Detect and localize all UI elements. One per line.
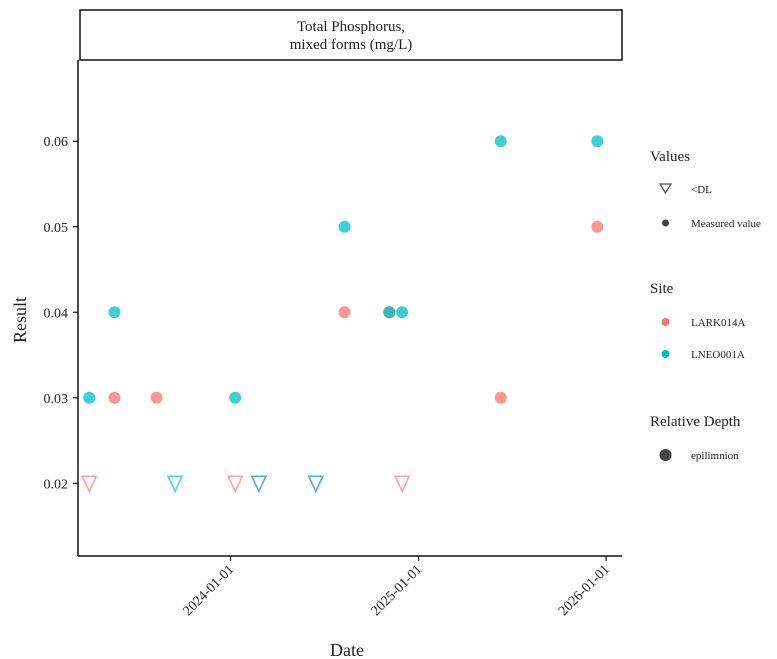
point-lneo001a-measured [591,135,604,148]
point-lark014a-measured [338,306,351,319]
legend-key-lneo001a [661,350,670,358]
facet-title-line-2: mixed forms (mg/L) [290,37,412,53]
y-tick-label: 0.04 [44,306,69,321]
point-lneo001a-measured [229,391,242,404]
x-tick-label: 2026-01-01 [556,562,613,619]
legend-key-epilimnion [659,449,672,461]
point-lneo001a-measured [383,306,396,319]
point-lneo001a-measured [338,220,351,233]
legend-label-epilimnion: epilimnion [691,450,739,462]
point-lark014a-dl [226,475,244,494]
legend-label-lneo001a: LNEO001A [691,349,745,361]
point-lark014a-measured [150,391,163,404]
legend: Values <DL Measured value Site LARK014A … [650,149,761,462]
legend-title-values: Values [650,149,690,165]
facet-strip [79,9,623,61]
point-lneo001a-dl [307,475,325,494]
x-tick-label: 2025-01-01 [369,562,426,619]
facet-title-line-1: Total Phosphorus, [297,19,405,35]
point-lark014a-dl [250,475,268,494]
point-lneo001a-measured [494,135,507,148]
y-ticks: 0.02 0.03 0.04 0.05 0.06 [44,135,78,492]
legend-label-measured: Measured value [691,218,761,230]
point-lark014a-measured [591,220,604,233]
legend-key-dl-triangle [658,183,673,195]
data-points [81,135,604,494]
point-lneo001a-measured [108,306,121,319]
legend-key-lark014a [661,318,670,326]
y-tick-label: 0.02 [44,477,69,492]
point-lneo001a-measured [83,391,96,404]
point-lark014a-measured [108,391,121,404]
x-ticks: 2024-01-01 2025-01-01 2026-01-01 [181,556,613,619]
point-lneo001a-dl [166,475,184,494]
y-axis-title: Result [10,297,30,343]
point-lark014a-dl [81,475,98,494]
x-tick-label: 2024-01-01 [181,562,238,619]
legend-title-relative-depth: Relative Depth [650,414,741,430]
point-lark014a-measured [494,391,507,404]
x-axis-title: Date [330,640,364,659]
point-lneo001a-measured [396,306,409,319]
point-lark014a-dl [393,475,411,494]
legend-label-lark014a: LARK014A [691,317,745,329]
legend-label-dl: <DL [691,184,712,196]
point-lneo001a-dl [250,475,268,494]
y-tick-label: 0.06 [44,135,69,150]
legend-key-measured-circle [662,219,669,227]
y-tick-label: 0.03 [44,392,69,407]
legend-title-site: Site [650,281,674,297]
y-tick-label: 0.05 [44,221,69,236]
point-lark014a-dl [307,475,325,494]
